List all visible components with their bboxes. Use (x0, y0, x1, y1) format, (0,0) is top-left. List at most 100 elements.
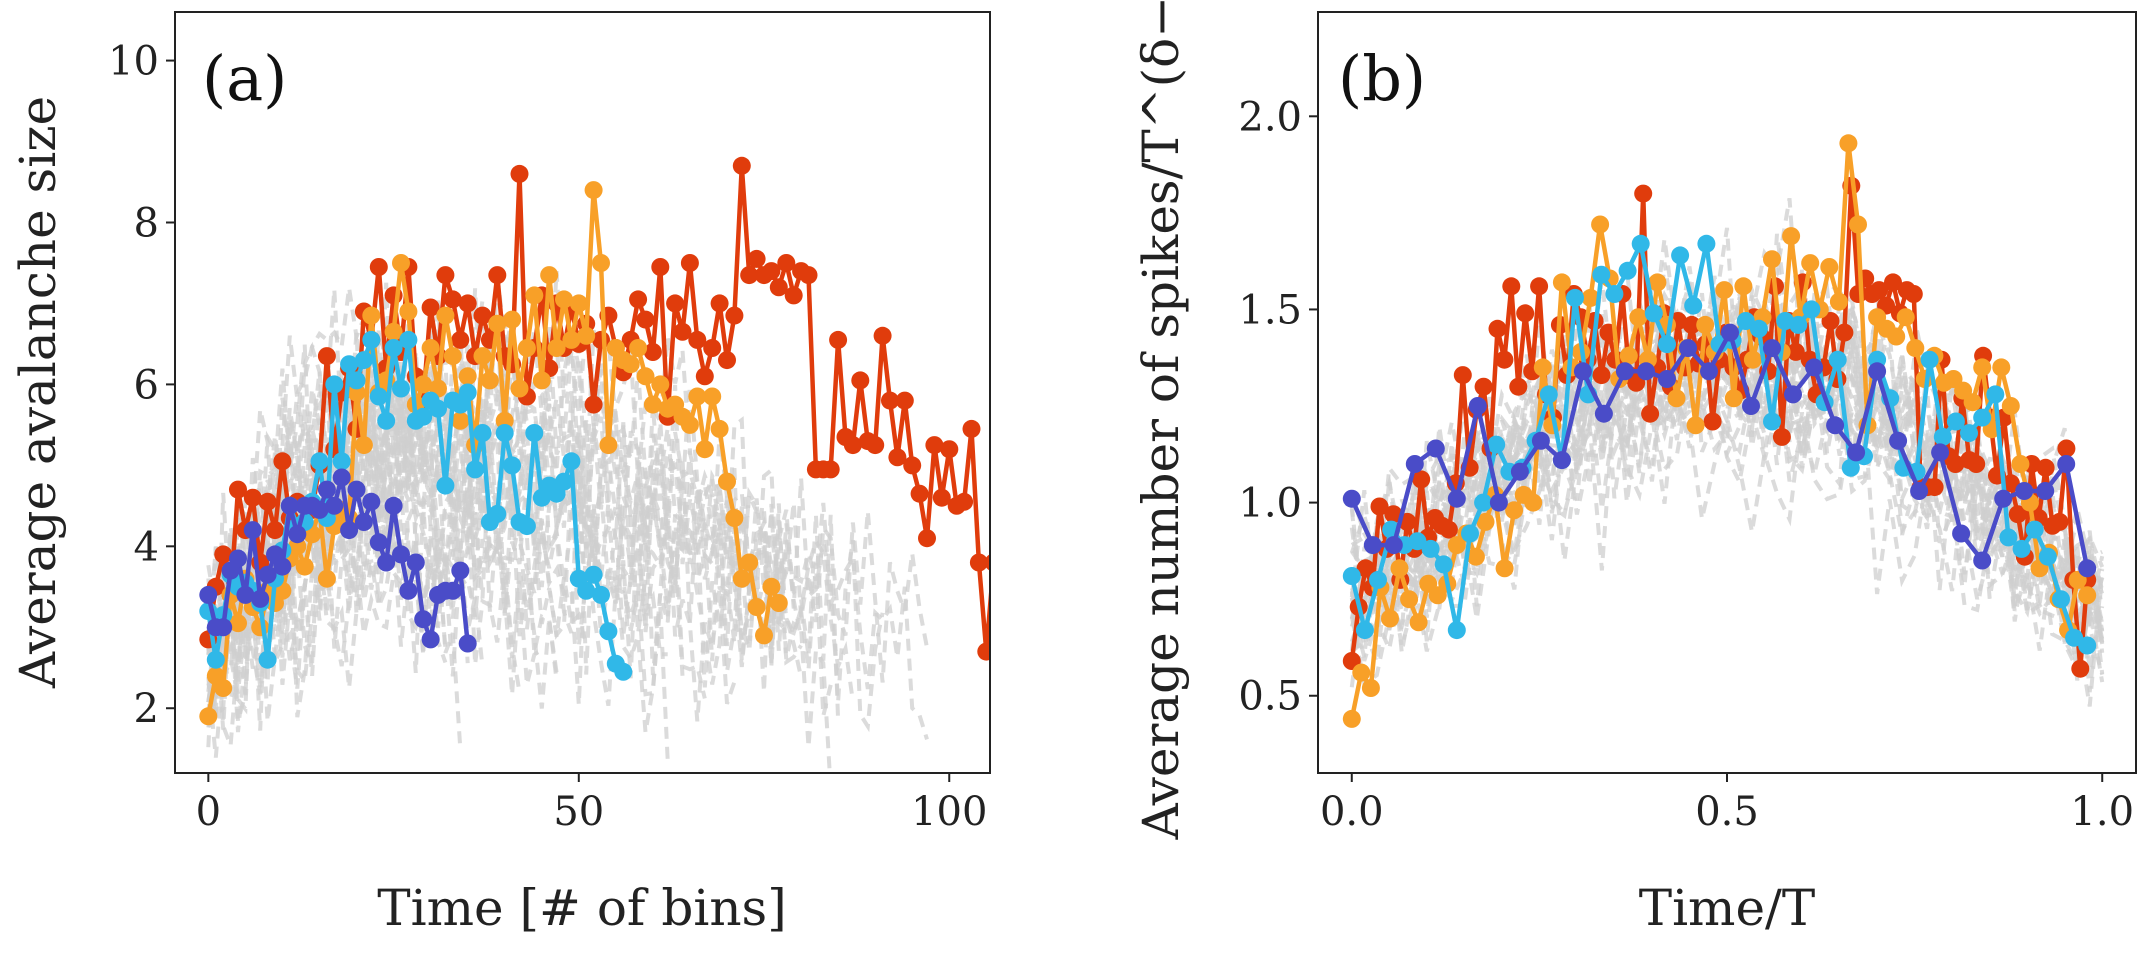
background-trace (1349, 281, 2105, 625)
data-point-orange (436, 306, 455, 325)
data-point-sky (1474, 493, 1493, 512)
data-point-red (421, 298, 440, 317)
data-point-indigo (1784, 385, 1802, 404)
data-point-orange (732, 569, 751, 588)
data-point-red (273, 452, 292, 471)
data-point-sky (258, 650, 277, 669)
data-point-indigo (229, 549, 247, 568)
data-point-sky (1342, 567, 1361, 585)
data-point-sky (599, 622, 618, 641)
data-point-indigo (1384, 536, 1403, 555)
data-point-sky (488, 504, 507, 523)
data-point-sky (1946, 412, 1965, 431)
data-point-orange (295, 557, 314, 576)
data-point-sky (1421, 539, 1440, 558)
data-point-indigo (1742, 397, 1760, 415)
data-point-orange (651, 375, 670, 394)
data-point-orange (555, 290, 573, 309)
data-point-orange (1763, 250, 1781, 269)
data-point-orange (1533, 358, 1552, 377)
data-point-orange (569, 294, 588, 313)
data-point-red (443, 290, 462, 309)
data-point-red (643, 343, 662, 361)
y-axis-label-b: Average number of spikes/T^(δ−1) (1132, 0, 1190, 840)
data-point-red (910, 484, 929, 503)
data-point-orange (547, 339, 566, 357)
data-point-red (725, 306, 744, 325)
data-point-orange (1390, 559, 1409, 578)
data-point-sky (495, 424, 514, 442)
data-point-indigo (243, 521, 262, 540)
data-point-red (243, 488, 262, 507)
data-point-orange (1524, 493, 1543, 512)
data-point-red (510, 164, 529, 183)
data-point-indigo (1637, 362, 1655, 381)
data-point-orange (229, 614, 247, 633)
data-point-red (473, 306, 492, 325)
data-point-red (317, 347, 336, 366)
ticks-a: 0 50 100 2 4 6 8 10 (108, 39, 987, 835)
data-point-indigo (1763, 339, 1781, 358)
data-point-indigo (1447, 489, 1466, 508)
data-point-orange (1552, 273, 1571, 292)
data-point-orange (1342, 709, 1361, 728)
data-point-sky (1736, 312, 1755, 330)
data-point-sky (206, 650, 225, 669)
series-group-a (199, 156, 990, 726)
data-point-red (925, 436, 944, 455)
data-point-red (1967, 455, 1986, 473)
data-point-red (488, 266, 507, 285)
data-point-red (214, 545, 233, 564)
data-point-orange (1466, 547, 1485, 566)
data-point-indigo (354, 513, 373, 531)
data-point-orange (747, 598, 766, 616)
data-point-indigo (280, 496, 299, 515)
ticks-b: 0.0 0.5 1.0 0.5 1.0 1.5 2.0 (1238, 94, 2134, 835)
data-point-orange (480, 371, 499, 390)
data-point-indigo (1931, 443, 1950, 462)
data-point-sky (1763, 412, 1781, 431)
data-point-sky (1658, 335, 1676, 354)
data-point-indigo (2015, 482, 2034, 500)
data-point-orange (451, 411, 470, 430)
data-point-sky (1828, 350, 1847, 369)
data-point-sky (1671, 246, 1690, 265)
data-point-red (829, 330, 848, 349)
data-point-orange (2078, 586, 2097, 605)
data-point-orange (1973, 358, 1992, 377)
data-point-red (977, 642, 990, 661)
data-point-orange (1820, 258, 1839, 276)
data-point-orange (710, 419, 729, 438)
data-point-sky (1684, 296, 1703, 315)
data-point-indigo (1952, 524, 1971, 543)
data-point-red (1488, 319, 1507, 338)
data-point-red (866, 436, 885, 455)
background-trace (206, 270, 855, 703)
data-point-indigo (1826, 416, 1845, 435)
data-point-indigo (1889, 431, 1908, 450)
data-point-sky (562, 452, 581, 471)
data-point-red (769, 278, 788, 297)
data-point-sky (503, 456, 522, 475)
data-point-red (1592, 366, 1611, 385)
data-point-red (1884, 273, 1902, 292)
data-point-indigo (317, 480, 336, 499)
data-point-orange (1849, 215, 1867, 234)
data-point-sky (392, 379, 410, 398)
data-point-orange (317, 569, 336, 588)
data-point-sky (1631, 234, 1650, 253)
data-point-orange (1801, 254, 1820, 273)
data-point-orange (680, 415, 699, 434)
data-point-red (1682, 315, 1701, 334)
data-point-sky (1644, 304, 1663, 323)
data-point-red (1453, 366, 1472, 385)
data-point-sky (577, 581, 596, 600)
x-tick-label: 0 (196, 789, 221, 835)
data-point-red (940, 440, 959, 459)
data-point-red (984, 554, 990, 571)
plot-frame-a (174, 11, 991, 774)
data-point-orange (1400, 590, 1419, 609)
data-point-sky (1592, 265, 1611, 284)
data-point-orange (688, 387, 707, 406)
data-point-red (636, 310, 655, 329)
